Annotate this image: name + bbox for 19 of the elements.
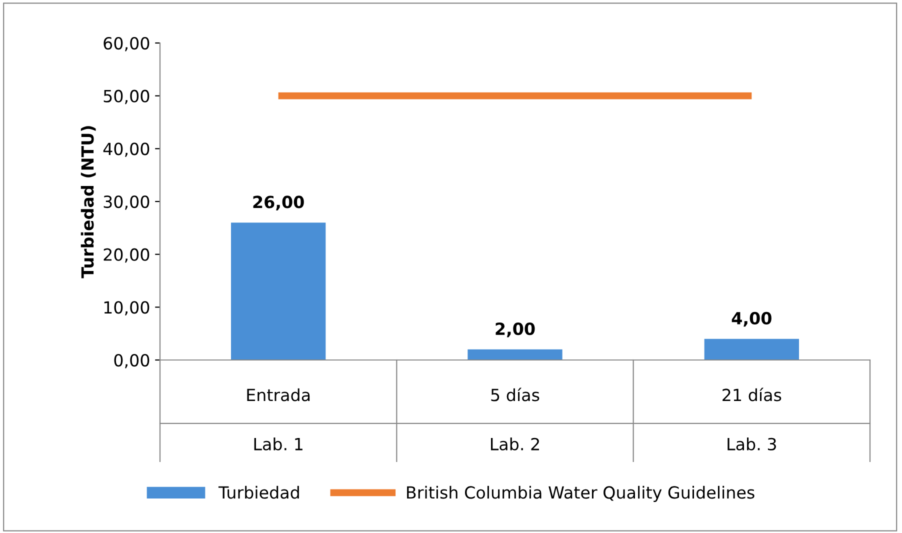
y-tick-label: 20,00 (104, 248, 150, 263)
bar (704, 338, 799, 360)
bar (231, 222, 326, 360)
y-tick-label: 30,00 (104, 195, 150, 210)
category-label: 21 días Lab. 3 (722, 388, 782, 450)
y-tick-label: 40,00 (103, 142, 150, 157)
data-label: 26,00 (253, 196, 304, 210)
data-label: 4,00 (732, 312, 772, 327)
bar (468, 349, 562, 360)
legend-label: British Columbia Water Quality Guidelines (407, 486, 754, 502)
y-axis-title: Turbiedad (NTU) (80, 126, 96, 278)
y-tick-label: 50,00 (104, 90, 150, 104)
y-tick-label: 0,00 (114, 354, 150, 368)
category-label: Entrada Lab. 1 (247, 388, 310, 450)
legend-label: Turbiedad (218, 486, 299, 499)
y-tick-label: 60,00 (104, 36, 150, 52)
data-label: 2,00 (496, 322, 535, 338)
y-tick-label: 10,00 (104, 301, 150, 316)
category-label: 5 días Lab. 2 (490, 388, 540, 450)
